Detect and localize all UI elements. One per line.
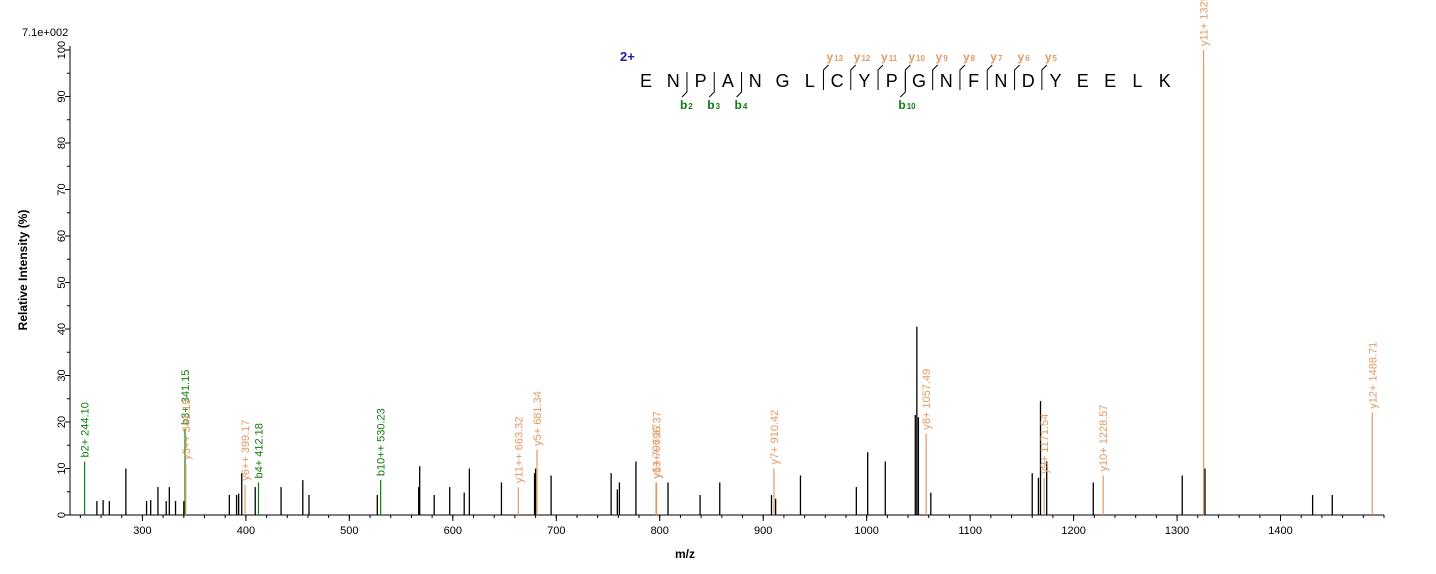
x-tick-label: 400	[237, 525, 255, 537]
y-ion-marker	[986, 64, 993, 90]
sequence-residue: F	[968, 71, 979, 91]
y-tick-label: 10	[56, 462, 68, 474]
intensity-scale-label: 7.1e+002	[22, 27, 68, 39]
peak-label: b4+ 412.18	[253, 423, 265, 478]
sequence-residue: E	[1077, 71, 1089, 91]
y-tick-label: 20	[56, 416, 68, 428]
x-tick-label: 600	[444, 525, 462, 537]
peak-label: y9+ 1171.54	[1039, 414, 1051, 474]
y-tick-label: 50	[56, 276, 68, 288]
y-ion-marker	[904, 64, 911, 90]
y-ion-marker-label: y13	[826, 50, 843, 64]
y-tick-label: 30	[56, 369, 68, 381]
b-ion-marker	[708, 72, 715, 98]
sequence-residue: G	[775, 71, 789, 91]
peak-label: y11++ 663.32	[513, 417, 525, 483]
b-ion-marker	[899, 72, 906, 98]
y-ion-marker-label: y10	[908, 50, 925, 64]
y-ion-marker-label: y7	[990, 50, 1003, 64]
x-tick-label: 300	[133, 525, 151, 537]
y-ion-marker	[850, 64, 857, 90]
peak-label: y13++ 796.37	[652, 411, 664, 478]
y-tick-label: 40	[56, 323, 68, 335]
y-ion-marker-label: y11	[881, 50, 898, 64]
x-tick-label: 900	[754, 525, 772, 537]
sequence-residue: C	[831, 71, 844, 91]
b-ion-marker	[736, 72, 743, 98]
x-tick-label: 700	[547, 525, 565, 537]
b-ion-marker-label: b10	[898, 98, 916, 112]
sequence-residue: N	[994, 71, 1007, 91]
charge-state-label: 2+	[620, 49, 635, 64]
b-ion-marker-label: b4	[735, 98, 748, 112]
peak-label: y7+ 910.42	[769, 410, 781, 465]
y-ion-marker-label: y5	[1045, 50, 1058, 64]
x-tick-label: 1100	[958, 525, 982, 537]
sequence-residue: G	[912, 71, 926, 91]
y-tick-label: 70	[56, 183, 68, 195]
peak-label: y6++ 399.17	[240, 420, 252, 481]
y-ion-marker	[1041, 64, 1048, 90]
peak-label: y5++ 341.15	[181, 399, 193, 460]
y-tick-label: 80	[56, 137, 68, 149]
b-ion-marker-label: b2	[680, 98, 693, 112]
sequence-residue: N	[667, 71, 680, 91]
peak-label: b2+ 244.10	[80, 402, 92, 457]
x-tick-label: 500	[340, 525, 358, 537]
peak-label: y6+ 796.37	[651, 424, 663, 479]
x-tick-label: 1200	[1061, 525, 1085, 537]
y-ion-marker	[932, 64, 939, 90]
sequence-residue: E	[1104, 71, 1116, 91]
sequence-residue: E	[640, 71, 652, 91]
b-ion-marker-label: b3	[707, 98, 720, 112]
y-tick-label: 100	[56, 41, 68, 59]
sequence-residue: Y	[1049, 71, 1061, 91]
y-ion-marker	[959, 64, 966, 90]
y-tick-label: 90	[56, 90, 68, 102]
sequence-residue: A	[722, 71, 734, 91]
y-tick-label: 0	[56, 512, 68, 518]
y-ion-marker	[877, 64, 884, 90]
x-tick-label: 1300	[1165, 525, 1189, 537]
peak-series	[83, 50, 1373, 515]
sequence-residue: N	[749, 71, 762, 91]
peak-label: y11+ 1325.61	[1199, 0, 1211, 46]
x-tick-label: 800	[651, 525, 669, 537]
sequence-residue: P	[695, 71, 707, 91]
x-tick-label: 1400	[1268, 525, 1292, 537]
peak-label: y8+ 1057.49	[921, 369, 933, 430]
y-ion-marker	[1014, 64, 1020, 90]
chart-axes: 0 10 20 30 40 50 60 70 80 90 100 300 400 500 600 700 800…	[56, 41, 1385, 537]
y-ion-marker-label: y9	[936, 50, 949, 64]
peak-label: b10++ 530.23	[376, 408, 388, 476]
y-ion-marker-label: y6	[1018, 50, 1031, 64]
y-tick-label: 60	[56, 230, 68, 242]
sequence-residue: Y	[858, 71, 870, 91]
y-axis-title: Relative Intensity (%)	[16, 210, 30, 331]
b-ion-marker	[681, 72, 688, 98]
sequence-residue: L	[805, 71, 815, 91]
x-tick-label: 1000	[854, 525, 878, 537]
sequence-residue: P	[886, 71, 898, 91]
sequence-residue: K	[1159, 71, 1171, 91]
y-ion-marker-label: y8	[963, 50, 976, 64]
peak-label: y10+ 1228.57	[1098, 404, 1110, 471]
sequence-residue: L	[1132, 71, 1142, 91]
peak-label: b3+ 341.15	[180, 370, 192, 425]
y-ion-marker	[822, 64, 829, 90]
peak-label: y12+ 1488.71	[1367, 342, 1379, 409]
sequence-residue: D	[1022, 71, 1035, 91]
peak-label: y5+ 681.34	[532, 391, 544, 446]
x-axis-title: m/z	[675, 547, 695, 561]
y-ion-marker-label: y12	[854, 50, 871, 64]
sequence-residue: N	[940, 71, 953, 91]
